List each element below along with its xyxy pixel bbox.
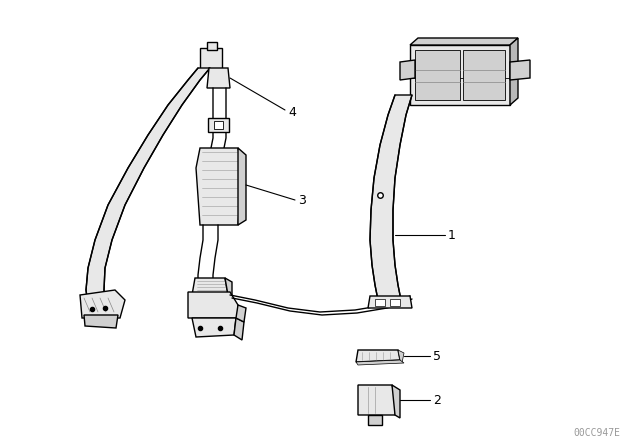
Polygon shape <box>356 360 404 365</box>
Polygon shape <box>192 278 228 295</box>
Polygon shape <box>208 118 229 132</box>
Polygon shape <box>214 121 223 129</box>
Polygon shape <box>234 318 244 340</box>
Polygon shape <box>84 315 118 328</box>
Polygon shape <box>368 415 382 425</box>
Polygon shape <box>510 60 530 80</box>
Text: 1: 1 <box>448 228 456 241</box>
Polygon shape <box>238 148 246 225</box>
Text: 3: 3 <box>298 194 306 207</box>
Polygon shape <box>370 95 412 300</box>
Polygon shape <box>200 48 222 70</box>
Polygon shape <box>410 45 510 105</box>
Polygon shape <box>368 296 412 308</box>
Polygon shape <box>358 385 396 415</box>
Polygon shape <box>192 318 236 337</box>
Polygon shape <box>410 38 518 45</box>
Polygon shape <box>400 60 415 80</box>
Text: 2: 2 <box>433 393 441 406</box>
Polygon shape <box>510 38 518 105</box>
Polygon shape <box>356 350 400 362</box>
Polygon shape <box>207 68 230 88</box>
Polygon shape <box>392 385 400 418</box>
Polygon shape <box>225 278 232 297</box>
Text: 4: 4 <box>288 105 296 119</box>
Polygon shape <box>390 299 400 306</box>
Text: 5: 5 <box>433 349 441 362</box>
Polygon shape <box>196 148 242 225</box>
Polygon shape <box>415 50 460 100</box>
Polygon shape <box>236 305 246 322</box>
Polygon shape <box>86 68 210 305</box>
Polygon shape <box>80 290 125 318</box>
Polygon shape <box>463 50 505 100</box>
Text: 00CC947E: 00CC947E <box>573 428 620 438</box>
Polygon shape <box>207 42 217 50</box>
Polygon shape <box>375 299 385 306</box>
Polygon shape <box>398 350 404 363</box>
Polygon shape <box>188 292 238 318</box>
